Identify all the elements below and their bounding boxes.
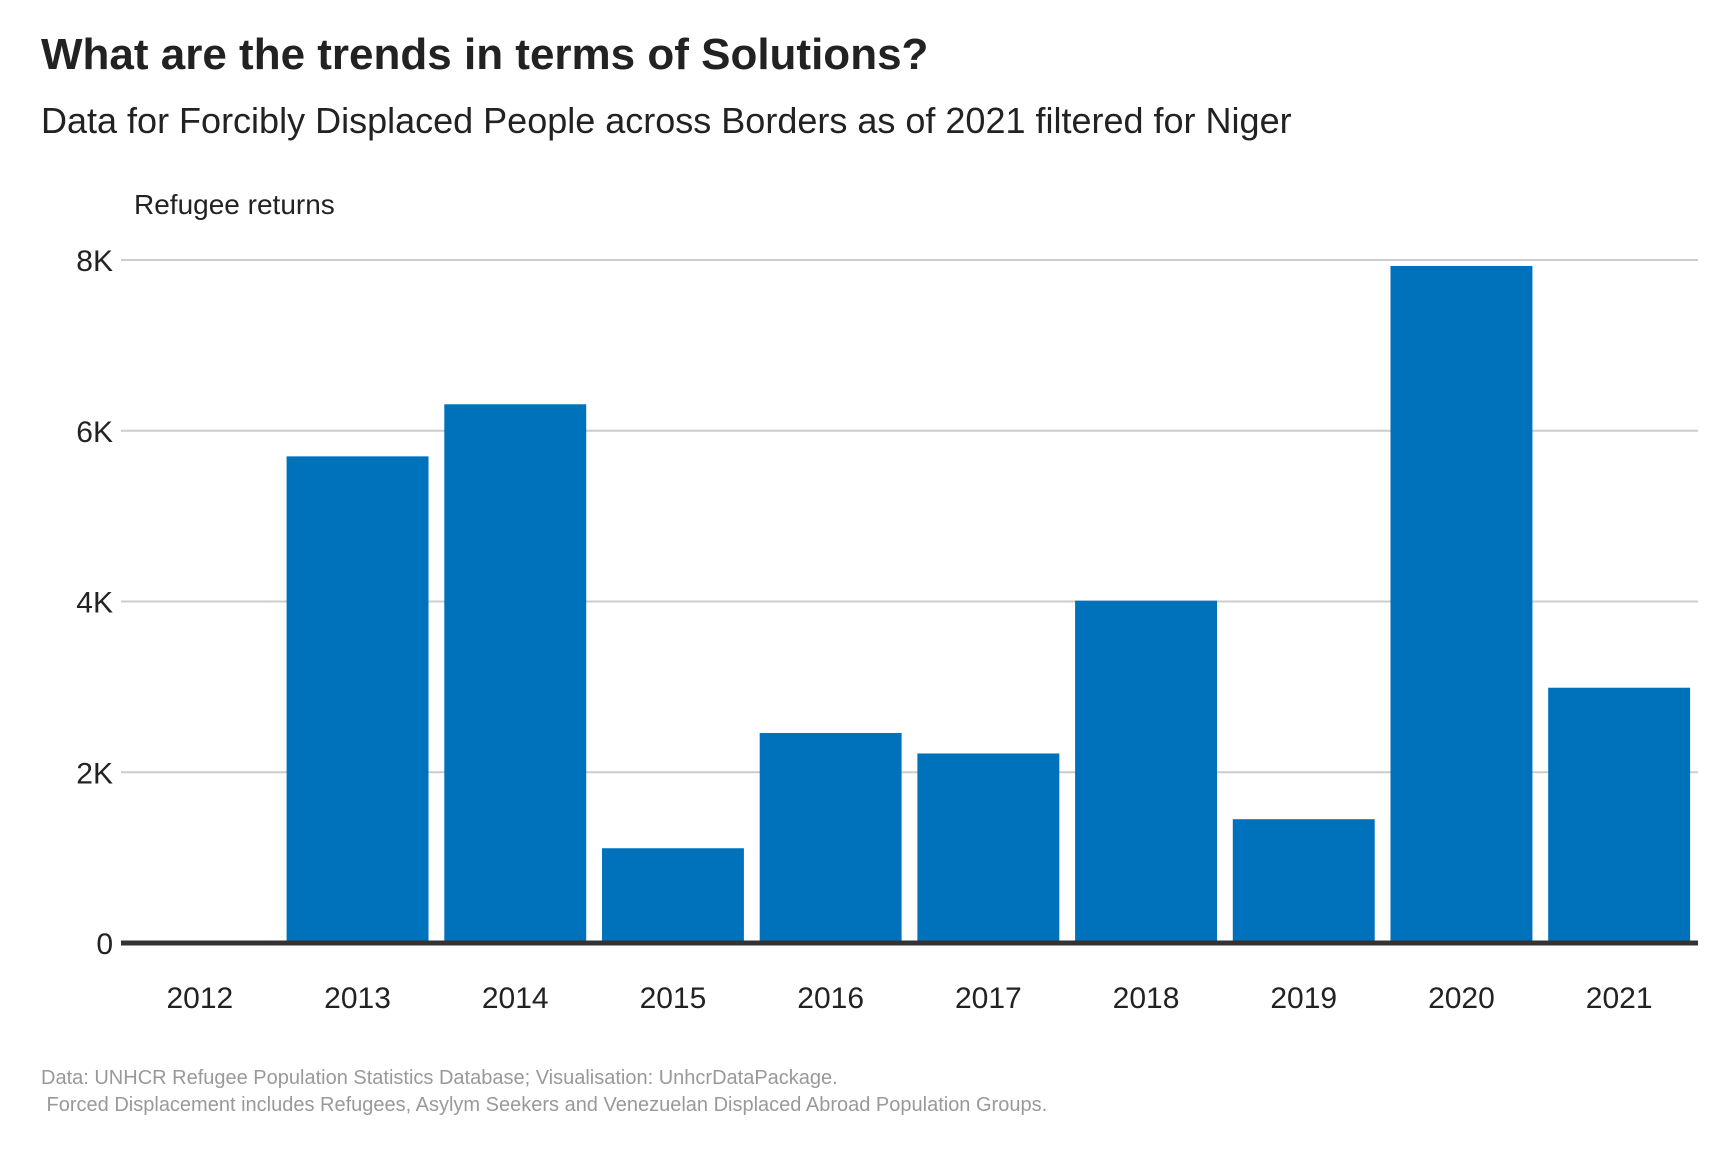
y-tick-label: 6K: [76, 416, 113, 449]
x-tick-label: 2012: [166, 982, 233, 1015]
y-tick-label: 0: [96, 928, 113, 961]
x-tick-label: 2019: [1270, 982, 1337, 1015]
x-tick-label: 2020: [1428, 982, 1495, 1015]
x-tick-label: 2021: [1586, 982, 1653, 1015]
y-tick-label: 4K: [76, 587, 113, 620]
caption-source: Data: UNHCR Refugee Population Statistic…: [41, 1067, 838, 1089]
chart-title: What are the trends in terms of Solution…: [41, 30, 929, 79]
x-tick-label: 2015: [640, 982, 707, 1015]
bar-2017: [917, 753, 1060, 943]
bar-2019: [1232, 819, 1375, 943]
bar-2020: [1390, 265, 1533, 943]
y-tick-label: 2K: [76, 757, 113, 790]
x-tick-label: 2017: [955, 982, 1022, 1015]
y-tick-label: 8K: [76, 245, 113, 278]
y-axis-ticks: 0 2K 4K 6K 8K: [76, 245, 113, 961]
x-tick-label: 2018: [1113, 982, 1180, 1015]
chart-caption: Data: UNHCR Refugee Population Statistic…: [41, 1065, 1047, 1119]
x-axis-ticks: 2012 2013 2014 2015 2016 2017 2018 2019 2020 2021: [166, 982, 1652, 1015]
bar-2016: [759, 732, 902, 943]
bar-2021: [1548, 687, 1691, 943]
x-tick-label: 2014: [482, 982, 549, 1015]
bar-2014: [444, 404, 587, 943]
bar-2015: [601, 848, 744, 943]
caption-note: Forced Displacement includes Refugees, A…: [41, 1094, 1048, 1116]
bars: [286, 265, 1691, 943]
bar-2013: [286, 456, 429, 943]
bar-2018: [1075, 600, 1218, 943]
x-tick-label: 2016: [797, 982, 864, 1015]
x-tick-label: 2013: [324, 982, 391, 1015]
chart-subtitle: Data for Forcibly Displaced People acros…: [41, 100, 1292, 141]
y-axis-label: Refugee returns: [134, 189, 335, 220]
